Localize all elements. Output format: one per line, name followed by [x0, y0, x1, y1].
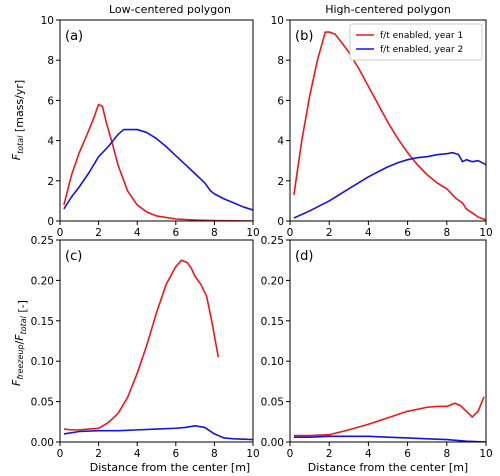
y-tick-label-b: 8 — [277, 55, 284, 67]
panel-d: 0 2 4 6 8 10 0.00 0.05 0.10 0.15 0.20 0.25 (d) — [261, 235, 493, 460]
x-tick-label-d: 0 — [287, 448, 294, 460]
series-line-c-year2 — [63, 425, 253, 441]
x-tick-label-a: 6 — [172, 227, 179, 239]
y-tick-label-b: 6 — [277, 95, 284, 107]
y-tick-label-c: 0.25 — [31, 235, 54, 247]
panel-label-d: (d) — [295, 249, 313, 264]
x-tick-label-d: 6 — [404, 448, 411, 460]
series-line-b-year2 — [293, 151, 486, 219]
y-tick-label-a: 2 — [47, 176, 54, 188]
panel-label-b: (b) — [295, 29, 313, 44]
x-tick-label-a: 10 — [246, 227, 259, 239]
x-tick-label-a: 8 — [211, 227, 218, 239]
y-tick-label-d: 0.10 — [261, 356, 284, 368]
x-tick-label-c: 8 — [211, 448, 218, 460]
y-tick-label-b: 4 — [277, 136, 284, 148]
y-tick-label-a: 10 — [41, 15, 54, 27]
x-tick-label-a: 4 — [134, 227, 141, 239]
series-line-c-year1 — [63, 259, 220, 431]
x-tick-label-c: 6 — [172, 448, 179, 460]
plot-frame-c — [59, 239, 254, 443]
y-tick-label-b: 0 — [277, 216, 284, 228]
x-tick-label-b: 8 — [443, 227, 450, 239]
title-low-centered: Low-centered polygon — [109, 3, 231, 16]
y-tick-label-d: 0.05 — [261, 397, 284, 409]
x-tick-label-b: 10 — [479, 227, 492, 239]
y-tick-label-d: 0.15 — [261, 316, 284, 328]
y-tick-label-d: 0.00 — [261, 437, 284, 449]
series-line-d-year1 — [293, 396, 485, 437]
y-tick-label-c: 0.00 — [31, 437, 54, 449]
x-tick-label-c: 2 — [95, 448, 102, 460]
y-tick-label-c: 0.05 — [31, 397, 54, 409]
x-tick-label-b: 2 — [326, 227, 333, 239]
series-line-a-year2 — [63, 128, 253, 211]
series-line-a-year1 — [63, 103, 253, 221]
x-tick-label-b: 4 — [365, 227, 372, 239]
x-tick-label-d: 10 — [479, 448, 492, 460]
x-tick-label-d: 2 — [326, 448, 333, 460]
legend-label-year2: f/t enabled, year 2 — [380, 45, 463, 55]
panels: 0 2 4 6 8 10 0 2 4 6 8 10 (a) 0 2 4 6 8 10 0 2 4 6 8 10 (b) f/t en… — [31, 15, 493, 460]
x-tick-label-a: 0 — [57, 227, 64, 239]
x-tick-label-b: 0 — [287, 227, 294, 239]
x-tick-label-c: 4 — [134, 448, 141, 460]
x-tick-label-d: 8 — [443, 448, 450, 460]
x-tick-label-c: 0 — [57, 448, 64, 460]
panel-label-c: (c) — [65, 249, 82, 264]
panel-a: 0 2 4 6 8 10 0 2 4 6 8 10 (a) — [41, 15, 260, 239]
y-tick-label-b: 10 — [271, 15, 284, 27]
x-tick-label-b: 6 — [404, 227, 411, 239]
title-high-centered: High-centered polygon — [325, 3, 451, 16]
x-axis-label-right: Distance from the center [m] — [308, 461, 468, 474]
y-tick-label-b: 2 — [277, 176, 284, 188]
y-tick-label-a: 6 — [47, 95, 54, 107]
plot-frame-b — [289, 19, 487, 222]
y-tick-label-c: 0.20 — [31, 275, 54, 287]
y-axis-label-top: Ftotal [mass/yr] — [10, 80, 26, 160]
legend-box — [349, 23, 483, 61]
series-line-b-year1 — [293, 31, 486, 221]
legend: f/t enabled, year 1 f/t enabled, year 2 — [349, 23, 483, 61]
panel-label-a: (a) — [65, 29, 83, 44]
plot-frame-d — [289, 239, 487, 443]
x-axis-label-left: Distance from the center [m] — [90, 461, 250, 474]
y-tick-label-c: 0.10 — [31, 356, 54, 368]
x-tick-label-c: 10 — [246, 448, 259, 460]
plot-frame-a — [59, 19, 254, 222]
series-line-d-year2 — [293, 435, 486, 442]
x-tick-label-d: 4 — [365, 448, 372, 460]
legend-label-year1: f/t enabled, year 1 — [380, 31, 463, 41]
x-tick-label-a: 2 — [95, 227, 102, 239]
panel-c: 0 2 4 6 8 10 0.00 0.05 0.10 0.15 0.20 0.25 (c) — [31, 235, 260, 460]
y-tick-label-d: 0.25 — [261, 235, 284, 247]
y-tick-label-a: 8 — [47, 55, 54, 67]
y-axis-label-bottom: Ffreezeup/Ftotal [-] — [10, 300, 29, 386]
y-tick-label-c: 0.15 — [31, 316, 54, 328]
y-tick-label-a: 4 — [47, 136, 54, 148]
y-tick-label-a: 0 — [47, 216, 54, 228]
y-tick-label-d: 0.20 — [261, 275, 284, 287]
